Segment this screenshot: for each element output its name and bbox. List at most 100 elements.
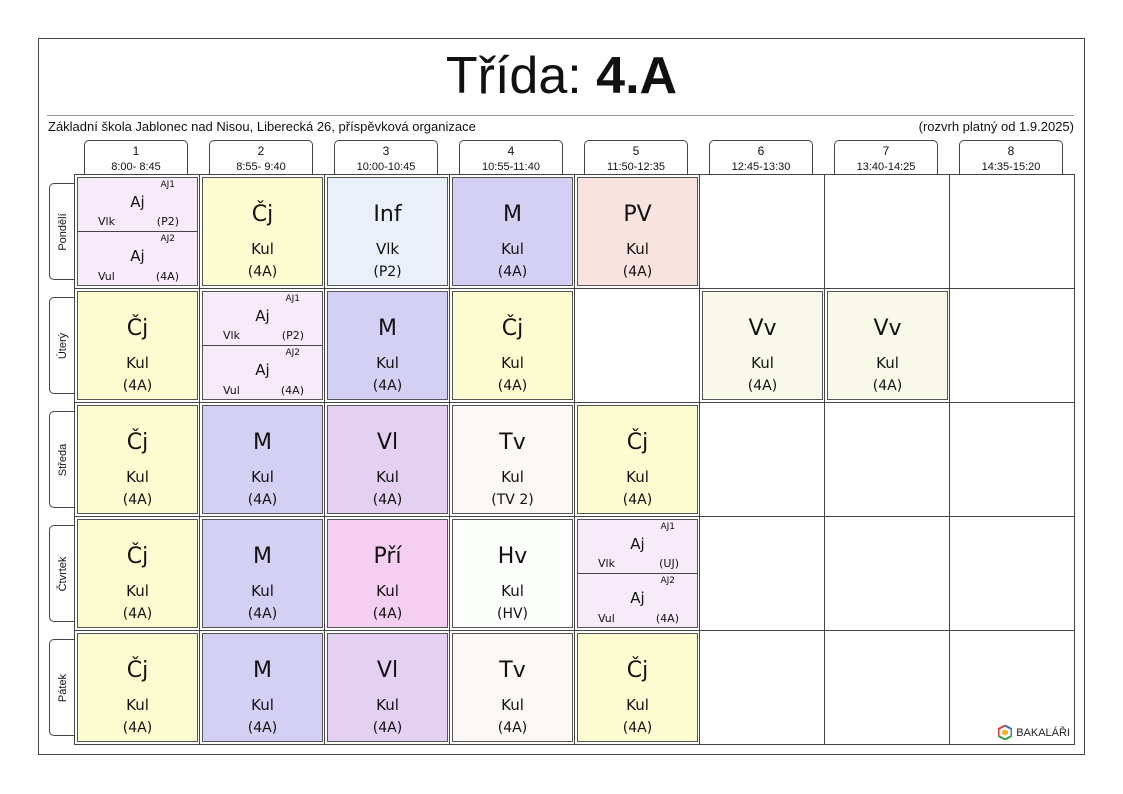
room: (4A) [247,492,278,508]
room: (4A) [655,612,679,625]
teacher: Vul [598,612,615,625]
room: (4A) [622,492,653,508]
teacher: Vlk [223,329,240,342]
day-label: Středa [56,443,69,476]
lesson-cell: Čj Kul (4A) [77,405,198,514]
day-tab: Středa [49,411,75,508]
subject: Vl [376,430,399,455]
subject: Čj [126,430,149,455]
room: (P2) [156,215,179,228]
room: (HV) [496,606,529,622]
period-header: 1 8:00- 8:45 [84,140,188,175]
subject: PV [623,202,652,227]
room: (4A) [372,492,403,508]
room: (4A) [747,378,778,394]
period-header: 6 12:45-13:30 [709,140,813,175]
subject: M [503,202,522,227]
teacher: Kul [251,696,274,714]
title-label: Třída: [445,47,597,105]
subject: Čj [126,316,149,341]
column-divider [949,174,950,745]
lesson-cell: Hv Kul (HV) [452,519,573,628]
subject: M [378,316,397,341]
column-divider [324,174,325,745]
period-time: 10:00-10:45 [356,161,416,173]
lesson-cell: Vl Kul (4A) [327,633,448,742]
logo-text: BAKALÁŘI [1016,726,1070,739]
period-time: 12:45-13:30 [731,161,791,173]
period-number: 2 [257,144,265,158]
period-number: 1 [132,144,140,158]
subject: M [253,430,272,455]
subject: Čj [626,658,649,683]
room: (P2) [281,329,304,342]
teacher: Vlk [375,240,400,258]
lesson-cell: M Kul (4A) [327,291,448,400]
lesson-cell: Vv Kul (4A) [827,291,948,400]
title-divider [47,115,1074,116]
subject: Vv [748,316,777,341]
teacher: Kul [501,240,524,258]
teacher: Kul [126,468,149,486]
day-label: Pátek [56,673,69,702]
split-lesson-cell: AJ1 Aj Vlk (UJ) AJ2 Aj Vul (4A) [577,519,698,628]
column-divider [449,174,450,745]
subject: Čj [126,658,149,683]
room: (4A) [247,264,278,280]
subject: Aj [255,307,270,325]
teacher: Kul [126,354,149,372]
subject: Aj [130,193,145,211]
class-name: 4.A [596,47,678,105]
subject: Čj [501,316,524,341]
teacher: Kul [251,468,274,486]
room: (UJ) [659,557,679,570]
subject: Aj [130,247,145,265]
teacher: Kul [251,582,274,600]
period-header: 8 14:35-15:20 [959,140,1063,175]
room: (4A) [122,606,153,622]
teacher: Kul [376,696,399,714]
teacher: Kul [751,354,774,372]
period-number: 7 [882,144,890,158]
lesson-cell: M Kul (4A) [202,405,323,514]
group-lesson: AJ2 Aj Vul (4A) [578,574,697,628]
subject: M [253,658,272,683]
day-tab: Úterý [49,297,75,394]
room: (4A) [122,720,153,736]
lesson-cell: Čj Kul (4A) [452,291,573,400]
lesson-cell: M Kul (4A) [202,633,323,742]
room: (P2) [373,264,402,280]
room: (4A) [372,606,403,622]
teacher: Vlk [598,557,615,570]
group-lesson: AJ2 Aj Vul (4A) [203,346,322,400]
school-name: Základní škola Jablonec nad Nisou, Liber… [48,119,476,134]
lesson-cell: M Kul (4A) [202,519,323,628]
teacher: Vul [223,384,240,397]
teacher: Kul [251,240,274,258]
teacher: Kul [376,582,399,600]
subject: Čj [126,544,149,569]
subject: Pří [373,544,402,569]
day-label: Pondělí [56,212,69,251]
lesson-cell: Tv Kul (TV 2) [452,405,573,514]
room: (4A) [497,264,528,280]
teacher: Kul [376,468,399,486]
period-header: 2 8:55- 9:40 [209,140,313,175]
group-label: AJ1 [160,180,175,190]
subject: Aj [630,535,645,553]
room: (4A) [872,378,903,394]
teacher: Kul [501,354,524,372]
page-frame [38,38,1085,755]
lesson-cell: Čj Kul (4A) [202,177,323,286]
bakalari-logo: BAKALÁŘI [998,725,1070,740]
teacher: Vul [98,270,115,283]
period-number: 6 [757,144,765,158]
teacher: Kul [501,582,524,600]
period-time: 11:50-12:35 [607,161,665,173]
room: (4A) [497,720,528,736]
room: (4A) [372,378,403,394]
group-lesson: AJ1 Aj Vlk (P2) [78,178,197,232]
teacher: Kul [501,696,524,714]
lesson-cell: Tv Kul (4A) [452,633,573,742]
period-number: 5 [632,144,640,158]
